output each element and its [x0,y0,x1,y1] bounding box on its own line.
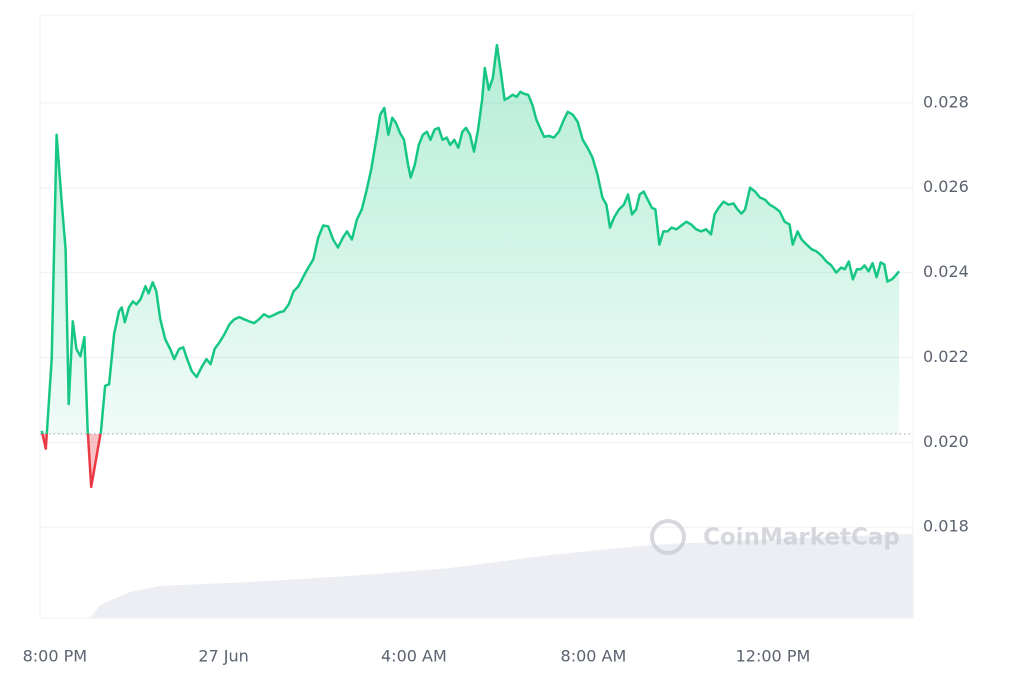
watermark-text: CoinMarketCap [703,525,900,551]
y-tick-label: 0.018 [923,517,969,536]
x-tick-label: 12:00 PM [736,647,811,666]
volume-area [90,534,913,618]
y-tick-label: 0.020 [923,432,969,451]
y-tick-label: 0.022 [923,347,969,366]
area-up [41,45,900,434]
watermark: CoinMarketCap [650,519,900,555]
watermark-logo [650,519,686,555]
price-line-up [40,43,901,434]
series [40,43,913,489]
x-tick-label: 4:00 AM [381,647,447,666]
y-tick-label: 0.026 [923,177,969,196]
y-tick-label: 0.024 [923,262,969,281]
x-tick-label: 8:00 AM [561,647,627,666]
y-tick-label: 0.028 [923,92,969,111]
x-tick-label: 8:00 PM [23,647,87,666]
axes: 0.018 0.020 0.022 0.024 0.026 0.028 8:00 PM 27 … [23,92,969,665]
x-tick-label: 27 Jun [198,647,248,666]
